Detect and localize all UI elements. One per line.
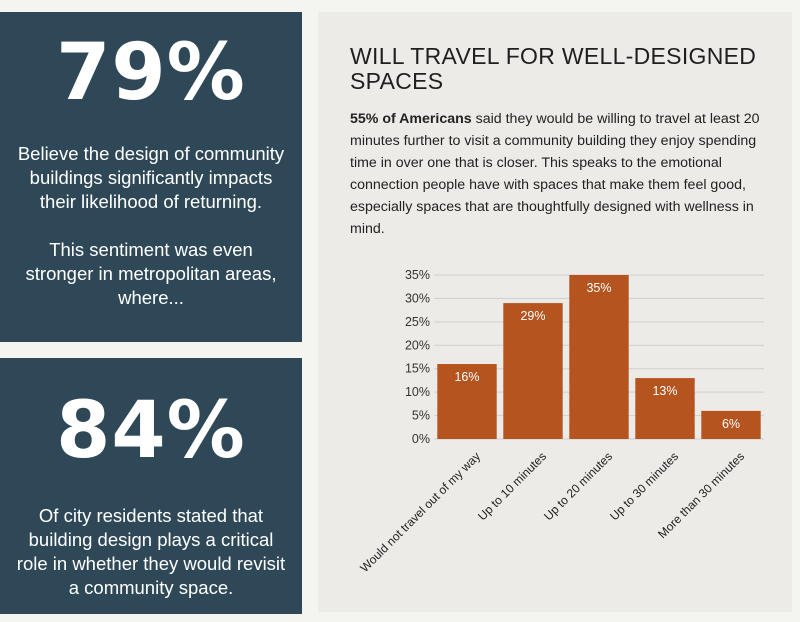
body-paragraph: 55% of Americans said they would be will… <box>350 108 775 240</box>
stat-panel-84: 84% Of city residents stated that buildi… <box>0 358 302 614</box>
stat-panel-79: 79% Believe the design of community buil… <box>0 12 302 342</box>
page-title: WILL TRAVEL FOR WELL-DESIGNED SPACES <box>350 43 757 94</box>
bar-value-label: 35% <box>586 281 611 295</box>
body-highlight: 55% of Americans <box>350 111 472 127</box>
bar <box>635 378 695 439</box>
stat-79-extra: This sentiment was even stronger in metr… <box>25 239 277 308</box>
stat-84-value: 84% <box>56 386 246 476</box>
stat-79-description: Believe the design of community building… <box>17 143 285 212</box>
bar <box>701 410 761 439</box>
bar <box>503 303 563 439</box>
x-category-label: Up to 30 minutes <box>607 449 681 523</box>
bar-value-label: 6% <box>722 417 740 431</box>
bar <box>569 275 629 439</box>
y-tick-label: 20% <box>405 338 430 352</box>
y-tick-label: 0% <box>412 432 430 446</box>
bar <box>437 364 497 439</box>
y-tick-label: 35% <box>405 268 430 282</box>
y-tick-label: 25% <box>405 315 430 329</box>
bar-value-label: 16% <box>454 370 479 384</box>
x-category-label: Up to 10 minutes <box>475 449 549 523</box>
y-tick-label: 30% <box>405 291 430 305</box>
y-tick-label: 5% <box>412 409 430 423</box>
x-category-label: Would not travel out of my way <box>357 449 483 575</box>
x-category-label: Up to 20 minutes <box>541 449 615 523</box>
y-tick-label: 15% <box>405 362 430 376</box>
bar-value-label: 13% <box>652 384 677 398</box>
y-tick-label: 10% <box>405 385 430 399</box>
bar-value-label: 29% <box>520 309 545 323</box>
bar-chart: 0% 5% 10% 15% 20% 25% 30% 35% 16% Would not trave… <box>357 268 764 575</box>
stat-79-value: 79% <box>56 28 246 118</box>
body-text: said they would be willing to travel at … <box>350 111 760 237</box>
stat-84-description: Of city residents stated that building d… <box>16 505 286 598</box>
travel-panel: WILL TRAVEL FOR WELL-DESIGNED SPACES 55%… <box>318 12 792 612</box>
